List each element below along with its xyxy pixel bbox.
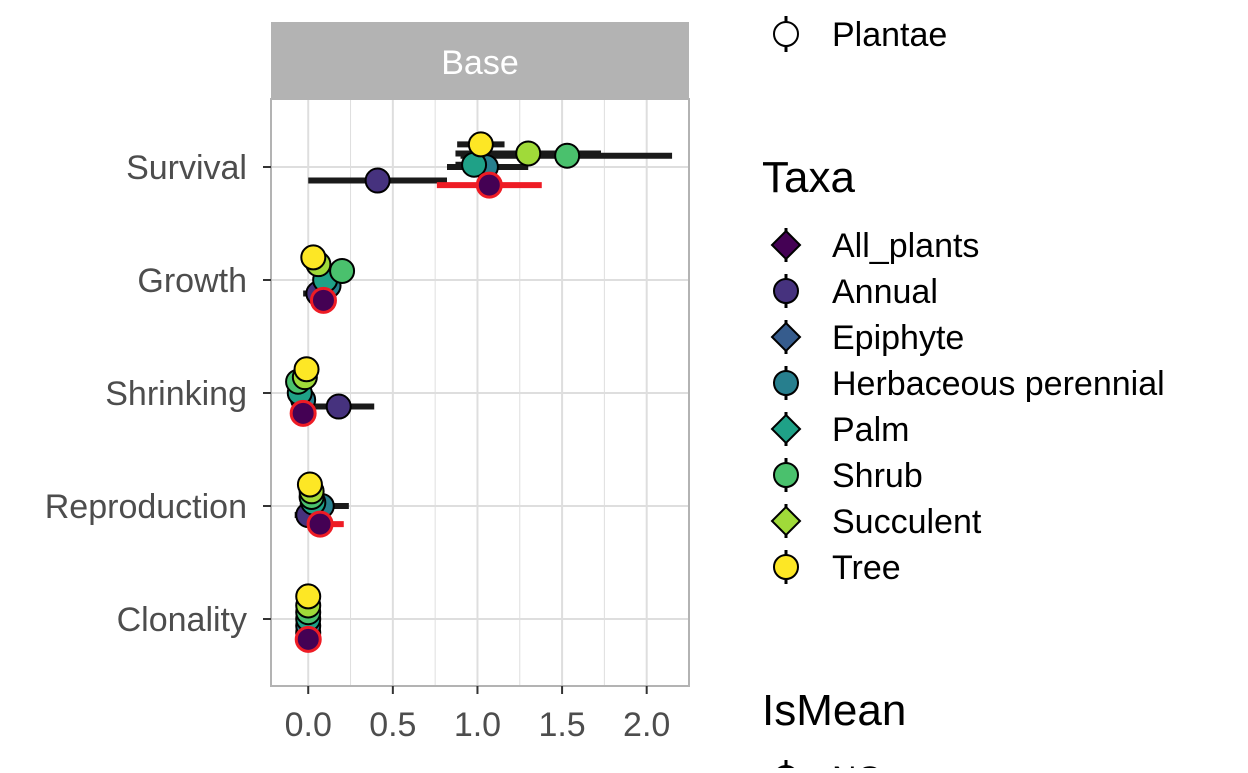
x-tick-label: 1.0 [454,706,501,744]
legend-title-taxa: Taxa [762,153,855,202]
x-tick-label: 1.5 [538,706,585,744]
point-growth-all-plants [309,286,337,314]
point-shrinking-tree [293,356,320,383]
y-tick-label: Survival [126,149,247,187]
point-survival-annual [364,167,391,194]
legend: Plantae Taxa All_plants Annual Epiphyte Herba… [762,16,1165,773]
legend-key-herbaceous-perennial [773,366,799,400]
point-clonality-all-plants [294,625,322,653]
point-survival-tree [467,131,494,158]
y-tick-label: Reproduction [45,488,247,526]
legend-label-annual: Annual [832,273,938,311]
legend-key-annual [773,274,799,308]
point-reproduction-tree [296,471,323,498]
y-tick-label: Clonality [117,601,247,639]
strip-label: Base [441,44,519,82]
point-shrinking-all-plants [289,399,317,427]
point-reproduction-all-plants [306,510,334,538]
x-tick-label: 0.5 [369,706,416,744]
point-clonality-tree [295,583,322,610]
legend-key-succulent [770,504,802,538]
legend-label-succulent: Succulent [832,503,982,541]
legend-label-no: NO [832,760,883,768]
legend-key-tree [773,550,799,584]
point-growth-tree [300,244,327,271]
legend-key-shrub [773,458,799,492]
point-layer [285,131,581,653]
legend-key-all-plants [770,228,802,262]
y-tick-label: Shrinking [105,375,247,413]
legend-key-epiphyte [770,320,802,354]
strip-background [271,22,689,99]
legend-key-palm [770,412,802,446]
x-tick-label: 2.0 [623,706,670,744]
point-survival-shrub [554,142,581,169]
point-survival-succulent [515,140,542,167]
point-growth-shrub [329,257,356,284]
legend-label-epiphyte: Epiphyte [832,319,964,357]
legend-label-tree: Tree [832,549,901,587]
legend-key-no [774,760,798,773]
point-shrinking-annual [325,393,352,420]
legend-label-all-plants: All_plants [832,227,979,265]
legend-label-herbaceous-perennial: Herbaceous perennial [832,365,1165,403]
point-survival-all-plants [475,171,503,199]
legend-label-shrub: Shrub [832,457,923,495]
legend-key-plantae [773,16,799,52]
legend-label-palm: Palm [832,411,909,449]
x-tick-label: 0.0 [285,706,332,744]
axis-layer: 0.0 0.5 1.0 1.5 2.0 Survival Growth Shrinking Re… [45,149,671,744]
legend-title-ismean: IsMean [762,686,906,735]
legend-label-plantae: Plantae [832,16,947,54]
y-tick-label: Growth [137,262,247,300]
